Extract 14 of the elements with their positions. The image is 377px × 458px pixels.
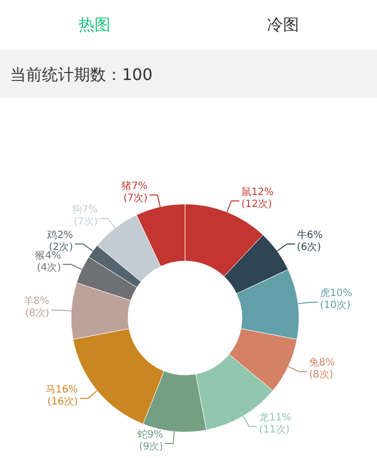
chart-title: 当前统计期数：100 (10, 65, 153, 84)
slice-label: 牛6% (6次) (296, 228, 323, 253)
slice-label: 羊8% (8次) (23, 295, 50, 320)
slice-label: 蛇9% (9次) (137, 428, 164, 452)
slice-label: 兔8% (8次) (309, 356, 335, 381)
slice-label: 猪7% (7次) (122, 180, 148, 204)
text: 热图 (78, 15, 110, 34)
slice-label: 鼠12% (12次) (241, 186, 274, 210)
text: 冷图 (266, 15, 299, 34)
slice-label: 马16% (16次) (46, 384, 78, 408)
slice-label: 猴4% (4次) (35, 250, 62, 274)
slice-label: 龙11% (11次) (259, 411, 292, 436)
slice-label: 狗7% (7次) (72, 203, 98, 228)
slice-label: 虎10% (10次) (320, 287, 352, 312)
